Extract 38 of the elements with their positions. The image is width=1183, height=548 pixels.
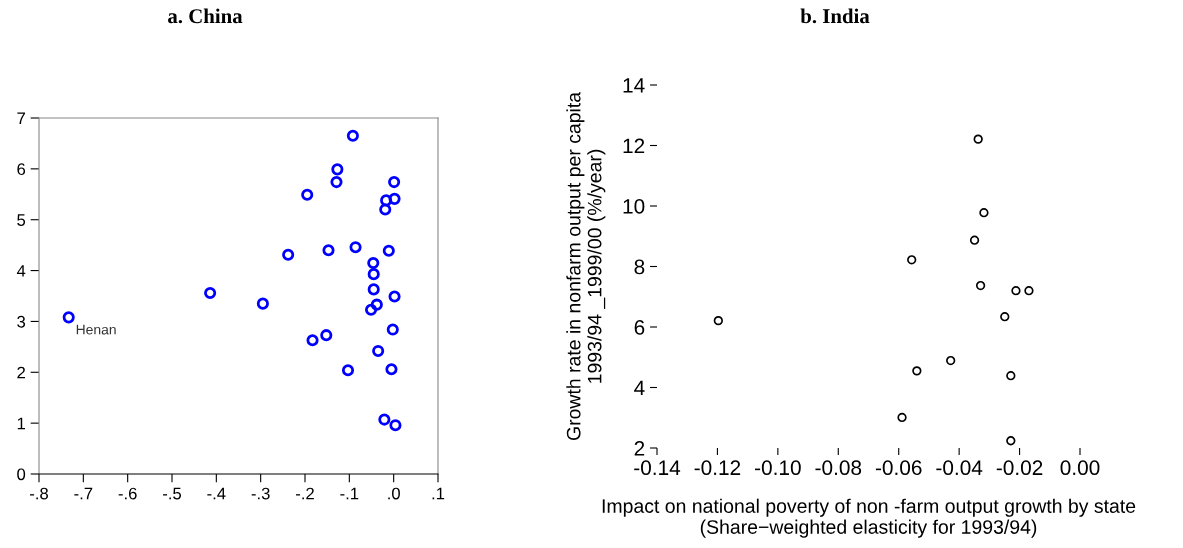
- x-tick-label: -.8: [30, 487, 48, 500]
- x-tick-label: -0.12: [694, 460, 741, 476]
- y-tick-label: 12: [623, 138, 645, 154]
- y-tick-label: 4: [634, 380, 645, 396]
- x-tick-label: -.3: [251, 487, 270, 500]
- y-tick-label: 4: [16, 265, 26, 277]
- x-tick-label: -0.02: [996, 460, 1043, 476]
- x-tick-label: 0.00: [1060, 460, 1100, 476]
- x-tick-label: -.6: [118, 487, 137, 500]
- y-tick-label: 2: [17, 366, 25, 379]
- chart-title: a. China: [168, 8, 243, 24]
- x-tick-label: -0.04: [936, 460, 983, 476]
- x-tick-label: .1: [432, 487, 445, 500]
- y-tick-label: 8: [634, 259, 645, 275]
- y-tick-label: 0: [17, 468, 26, 481]
- y-tick-label: 14: [623, 78, 645, 93]
- annotation: Henan: [76, 324, 116, 335]
- x-tick-label: -.7: [74, 487, 93, 500]
- x-tick-label: -0.06: [875, 460, 922, 476]
- y-tick-label: 6: [634, 320, 645, 335]
- y-tick-label: 7: [17, 112, 25, 125]
- y-tick-label: 10: [623, 199, 645, 214]
- x-tick-label: -.2: [296, 487, 314, 500]
- y-tick-label: 6: [17, 163, 26, 176]
- y-tick-label: 1: [17, 417, 25, 430]
- y-axis-title: Growth rate in nonfarm output per capita 1993/94 _1999/00 (%/year): [566, 91, 606, 441]
- x-tick-label: -0.08: [815, 460, 862, 476]
- x-tick-label: -.5: [163, 487, 182, 500]
- x-tick-label: .0: [388, 487, 400, 500]
- x-tick-label: -0.10: [755, 460, 801, 476]
- x-axis-title: Impact on national poverty of non -farm output growth by state (Share−weighted elasticity for 1993/94): [602, 498, 1136, 538]
- x-tick-label: -0.14: [634, 460, 681, 476]
- chart-title: b. India: [800, 8, 870, 24]
- y-tick-label: 3: [17, 315, 26, 328]
- x-tick-label: -.1: [340, 487, 359, 500]
- y-tick-label: 5: [17, 214, 26, 226]
- x-tick-label: -.4: [207, 487, 226, 500]
- y-tick-label: 2: [634, 441, 645, 456]
